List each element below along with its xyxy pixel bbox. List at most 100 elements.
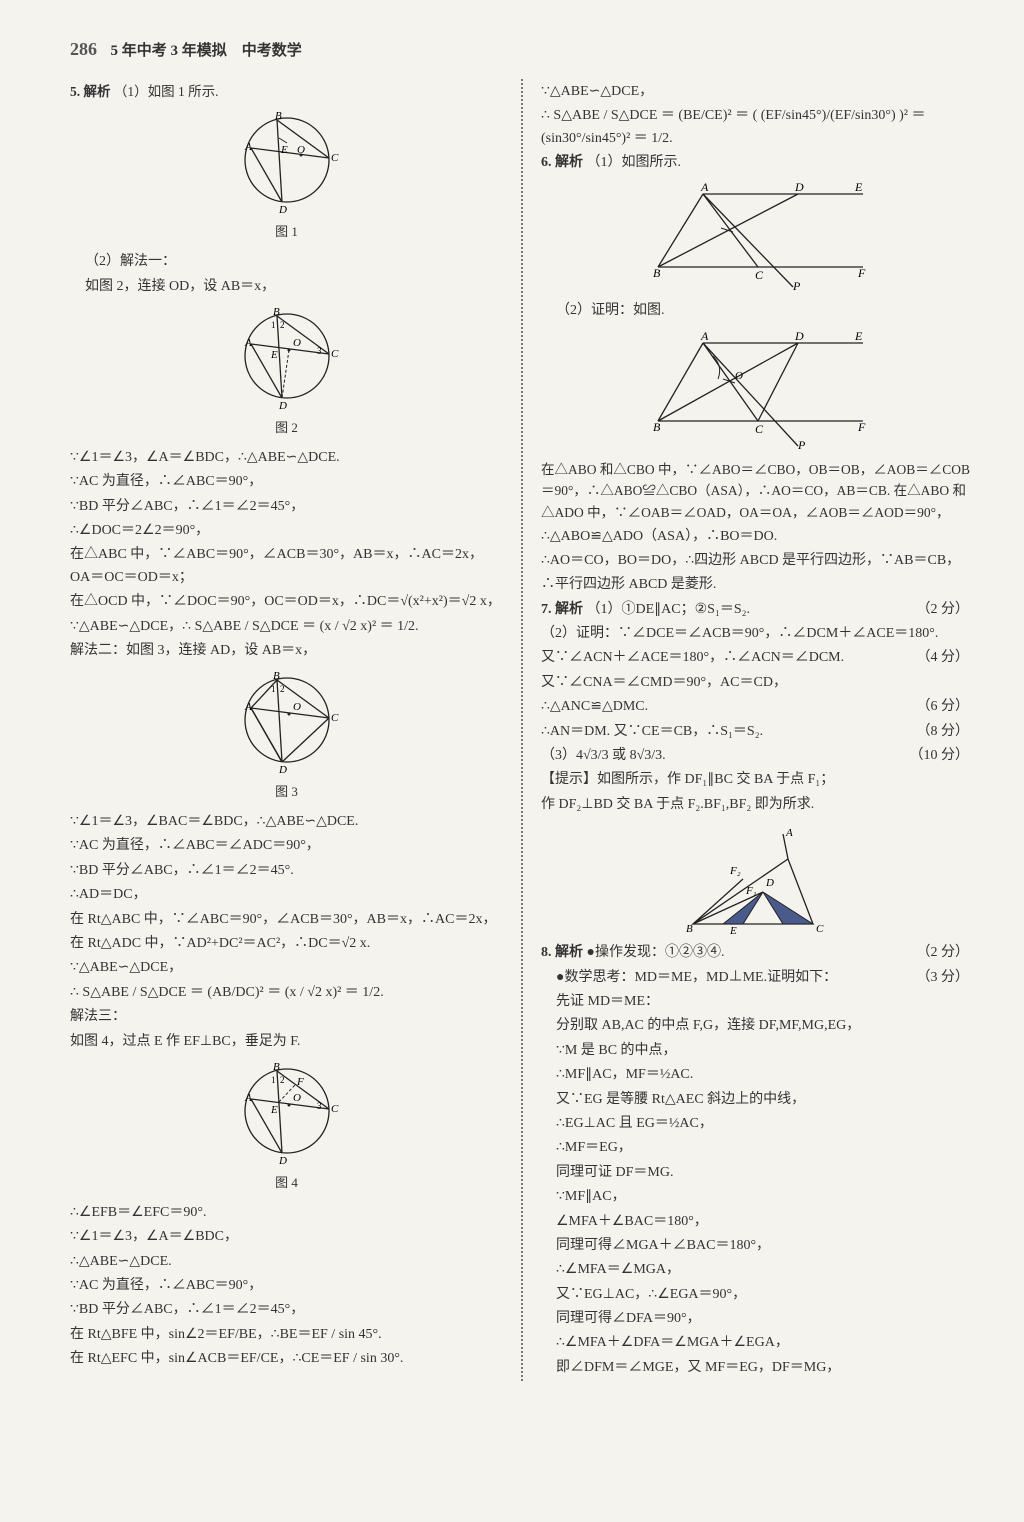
svg-text:D: D [278, 1155, 287, 1167]
line-l05: 在△ABC 中，∵∠ABC＝90°，∠ACB＝30°，AB＝x，∴AC＝2x，O… [70, 544, 503, 589]
figure-3-svg: A B C D O 1 2 [227, 670, 347, 780]
line-r40: 同理可得∠MGA＋∠BAC＝180°， [541, 1235, 974, 1257]
problem-5-part1: （1）如图 1 所示. [114, 84, 219, 99]
svg-text:E: E [854, 331, 863, 343]
points-7-1: （2 分） [917, 599, 970, 621]
line-r34: 又∵EG 是等腰 Rt△AEC 斜边上的中线， [541, 1089, 974, 1111]
points-r23: （6 分） [917, 696, 970, 718]
line-l03: ∵BD 平分∠ABC，∴∠1＝∠2＝45°， [70, 496, 503, 518]
svg-text:F₁: F₁ [745, 885, 757, 897]
line-l16: ∵△ABE∽△DCE， [70, 957, 503, 979]
book-title: 5 年中考 3 年模拟 中考数学 [111, 43, 302, 59]
line-l07: ∵△ABE∽△DCE，∴ S△ABE / S△DCE ＝ (x / √2 x)²… [70, 616, 503, 638]
figure-1-caption: 图 1 [275, 222, 298, 243]
line-r22: 又∵∠CNA＝∠CMD＝90°，AC＝CD， [541, 672, 974, 694]
svg-text:A: A [244, 701, 252, 713]
line-r35: ∴EG⊥AC 且 EG＝½AC， [541, 1113, 974, 1135]
line-l21: ∵∠1＝∠3，∠A＝∠BDC， [70, 1226, 503, 1248]
svg-text:E: E [280, 144, 288, 156]
figure-2: A B C D E O 1 2 3 图 2 [70, 306, 503, 439]
svg-text:C: C [755, 268, 764, 282]
line-l04: ∴∠DOC＝2∠2＝90°， [70, 520, 503, 542]
svg-text:B: B [275, 110, 282, 122]
line-l14: 在 Rt△ABC 中，∵∠ABC＝90°，∠ACB＝30°，AB＝x，∴AC＝2… [70, 909, 503, 931]
svg-text:O: O [735, 370, 743, 382]
svg-text:C: C [331, 1103, 339, 1115]
line-l06: 在△OCD 中，∵∠DOC＝90°，OC＝OD＝x，∴DC＝√(x²+x²)＝√… [70, 591, 503, 613]
line-l01: ∵∠1＝∠3，∠A＝∠BDC，∴△ABE∽△DCE. [70, 447, 503, 469]
svg-text:D: D [278, 204, 287, 216]
line-r13: ∴平行四边形 ABCD 是菱形. [541, 574, 974, 596]
line-r11: ∴△ABO≌△ADO（ASA），∴BO＝DO. [541, 526, 974, 548]
right-column: ∵△ABE∽△DCE， ∴ S△ABE / S△DCE ＝ (BE/CE)² ＝… [541, 79, 974, 1381]
method-1-label: （2）解法一： [70, 251, 503, 273]
line-l12: ∵BD 平分∠ABC，∴∠1＝∠2＝45°. [70, 860, 503, 882]
svg-text:B: B [273, 306, 280, 318]
line-r25-wrap: （3）4√3/3 或 8√3/3. （10 分） [541, 745, 974, 767]
points-8-2: （3 分） [917, 967, 970, 989]
line-l26: 在 Rt△EFC 中，sin∠ACB＝EF/CE，∴CE＝EF / sin 30… [70, 1348, 503, 1370]
figure-3-caption: 图 3 [275, 782, 298, 803]
line-r44: ∴∠MFA＋∠DFA＝∠MGA＋∠EGA， [541, 1332, 974, 1354]
figure-2-caption: 图 2 [275, 418, 298, 439]
svg-text:C: C [331, 712, 339, 724]
problem-8-number: 8. [541, 945, 552, 960]
svg-text:D: D [794, 182, 804, 194]
analysis-label: 解析 [84, 84, 111, 99]
points-r25: （10 分） [910, 745, 970, 767]
problem-8-part2: ●数学思考：MD＝ME，MD⊥ME.证明如下： [556, 970, 837, 985]
svg-text:A: A [244, 1092, 252, 1104]
svg-text:B: B [653, 420, 661, 434]
svg-text:F: F [296, 1076, 304, 1088]
svg-text:E: E [729, 925, 737, 934]
svg-text:1: 1 [271, 684, 276, 694]
figure-7-svg: A B C E D F₂ F₁ [668, 824, 848, 934]
analysis-label-6: 解析 [555, 155, 583, 170]
svg-text:E: E [270, 1104, 278, 1116]
figure-4-caption: 图 4 [275, 1173, 298, 1194]
line-r01: ∵△ABE∽△DCE， [541, 81, 974, 103]
figure-6-2-svg: A D E B C F P O [643, 331, 873, 451]
line-l24: ∵BD 平分∠ABC，∴∠1＝∠2＝45°， [70, 1299, 503, 1321]
figure-1: A B C D E O 图 1 [70, 110, 503, 243]
svg-text:C: C [816, 923, 824, 934]
svg-text:B: B [686, 923, 693, 934]
analysis-label-8: 解析 [555, 945, 583, 960]
line-l11: ∵AC 为直径，∴∠ABC＝∠ADC＝90°， [70, 835, 503, 857]
points-r21: （4 分） [917, 647, 970, 669]
line-r20: （2）证明：∵∠DCE＝∠ACB＝90°，∴∠DCM＋∠ACE＝180°. [541, 623, 974, 645]
line-l18: 解法三： [70, 1006, 503, 1028]
svg-text:A: A [700, 182, 709, 194]
problem-5-head: 5. 解析 （1）如图 1 所示. [70, 81, 503, 103]
line-r12: ∴AO＝CO，BO＝DO，∴四边形 ABCD 是平行四边形，∵AB＝CB， [541, 550, 974, 572]
line-r38: ∵MF∥AC， [541, 1186, 974, 1208]
line-l20: ∴∠EFB＝∠EFC＝90°. [70, 1202, 503, 1224]
problem-6-part2: （2）证明：如图. [541, 300, 974, 322]
line-r30: 先证 MD＝ME： [541, 991, 974, 1013]
line-l17: ∴ S△ABE / S△DCE ＝ (AB/DC)² ＝ (x / √2 x)²… [70, 982, 503, 1004]
problem-7-number: 7. [541, 602, 552, 617]
figure-3: A B C D O 1 2 图 3 [70, 670, 503, 803]
analysis-label-7: 解析 [555, 602, 583, 617]
svg-text:O: O [293, 1092, 301, 1104]
problem-number: 5. [70, 84, 80, 99]
svg-text:1: 1 [271, 320, 276, 330]
figure-6-1-svg: A D E B C F P [643, 182, 873, 292]
line-r42: 又∵EG⊥AC，∴∠EGA＝90°， [541, 1284, 974, 1306]
line-r45: 即∠DFM＝∠MGE，又 MF＝EG，DF＝MG， [541, 1357, 974, 1379]
line-r21: 又∵∠ACN＋∠ACE＝180°，∴∠ACN＝∠DCM. [541, 650, 844, 665]
svg-text:D: D [278, 400, 287, 412]
problem-8-head: 8. 解析 ●操作发现：①②③④. （2 分） [541, 942, 974, 964]
points-r24: （8 分） [917, 721, 970, 743]
svg-text:2: 2 [280, 320, 285, 330]
problem-7-part1: （1）①DE∥AC；②S₁＝S₂. [587, 602, 751, 617]
svg-text:3: 3 [317, 346, 322, 356]
column-divider [521, 79, 523, 1381]
figure-2-svg: A B C D E O 1 2 3 [227, 306, 347, 416]
svg-text:B: B [653, 266, 661, 280]
line-l23: ∵AC 为直径，∴∠ABC＝90°， [70, 1275, 503, 1297]
svg-text:O: O [293, 337, 301, 349]
line-r43: 同理可得∠DFA＝90°， [541, 1308, 974, 1330]
line-l15: 在 Rt△ADC 中，∵AD²+DC²＝AC²，∴DC＝√2 x. [70, 933, 503, 955]
line-l25: 在 Rt△BFE 中，sin∠2＝EF/BE，∴BE＝EF / sin 45°. [70, 1324, 503, 1346]
